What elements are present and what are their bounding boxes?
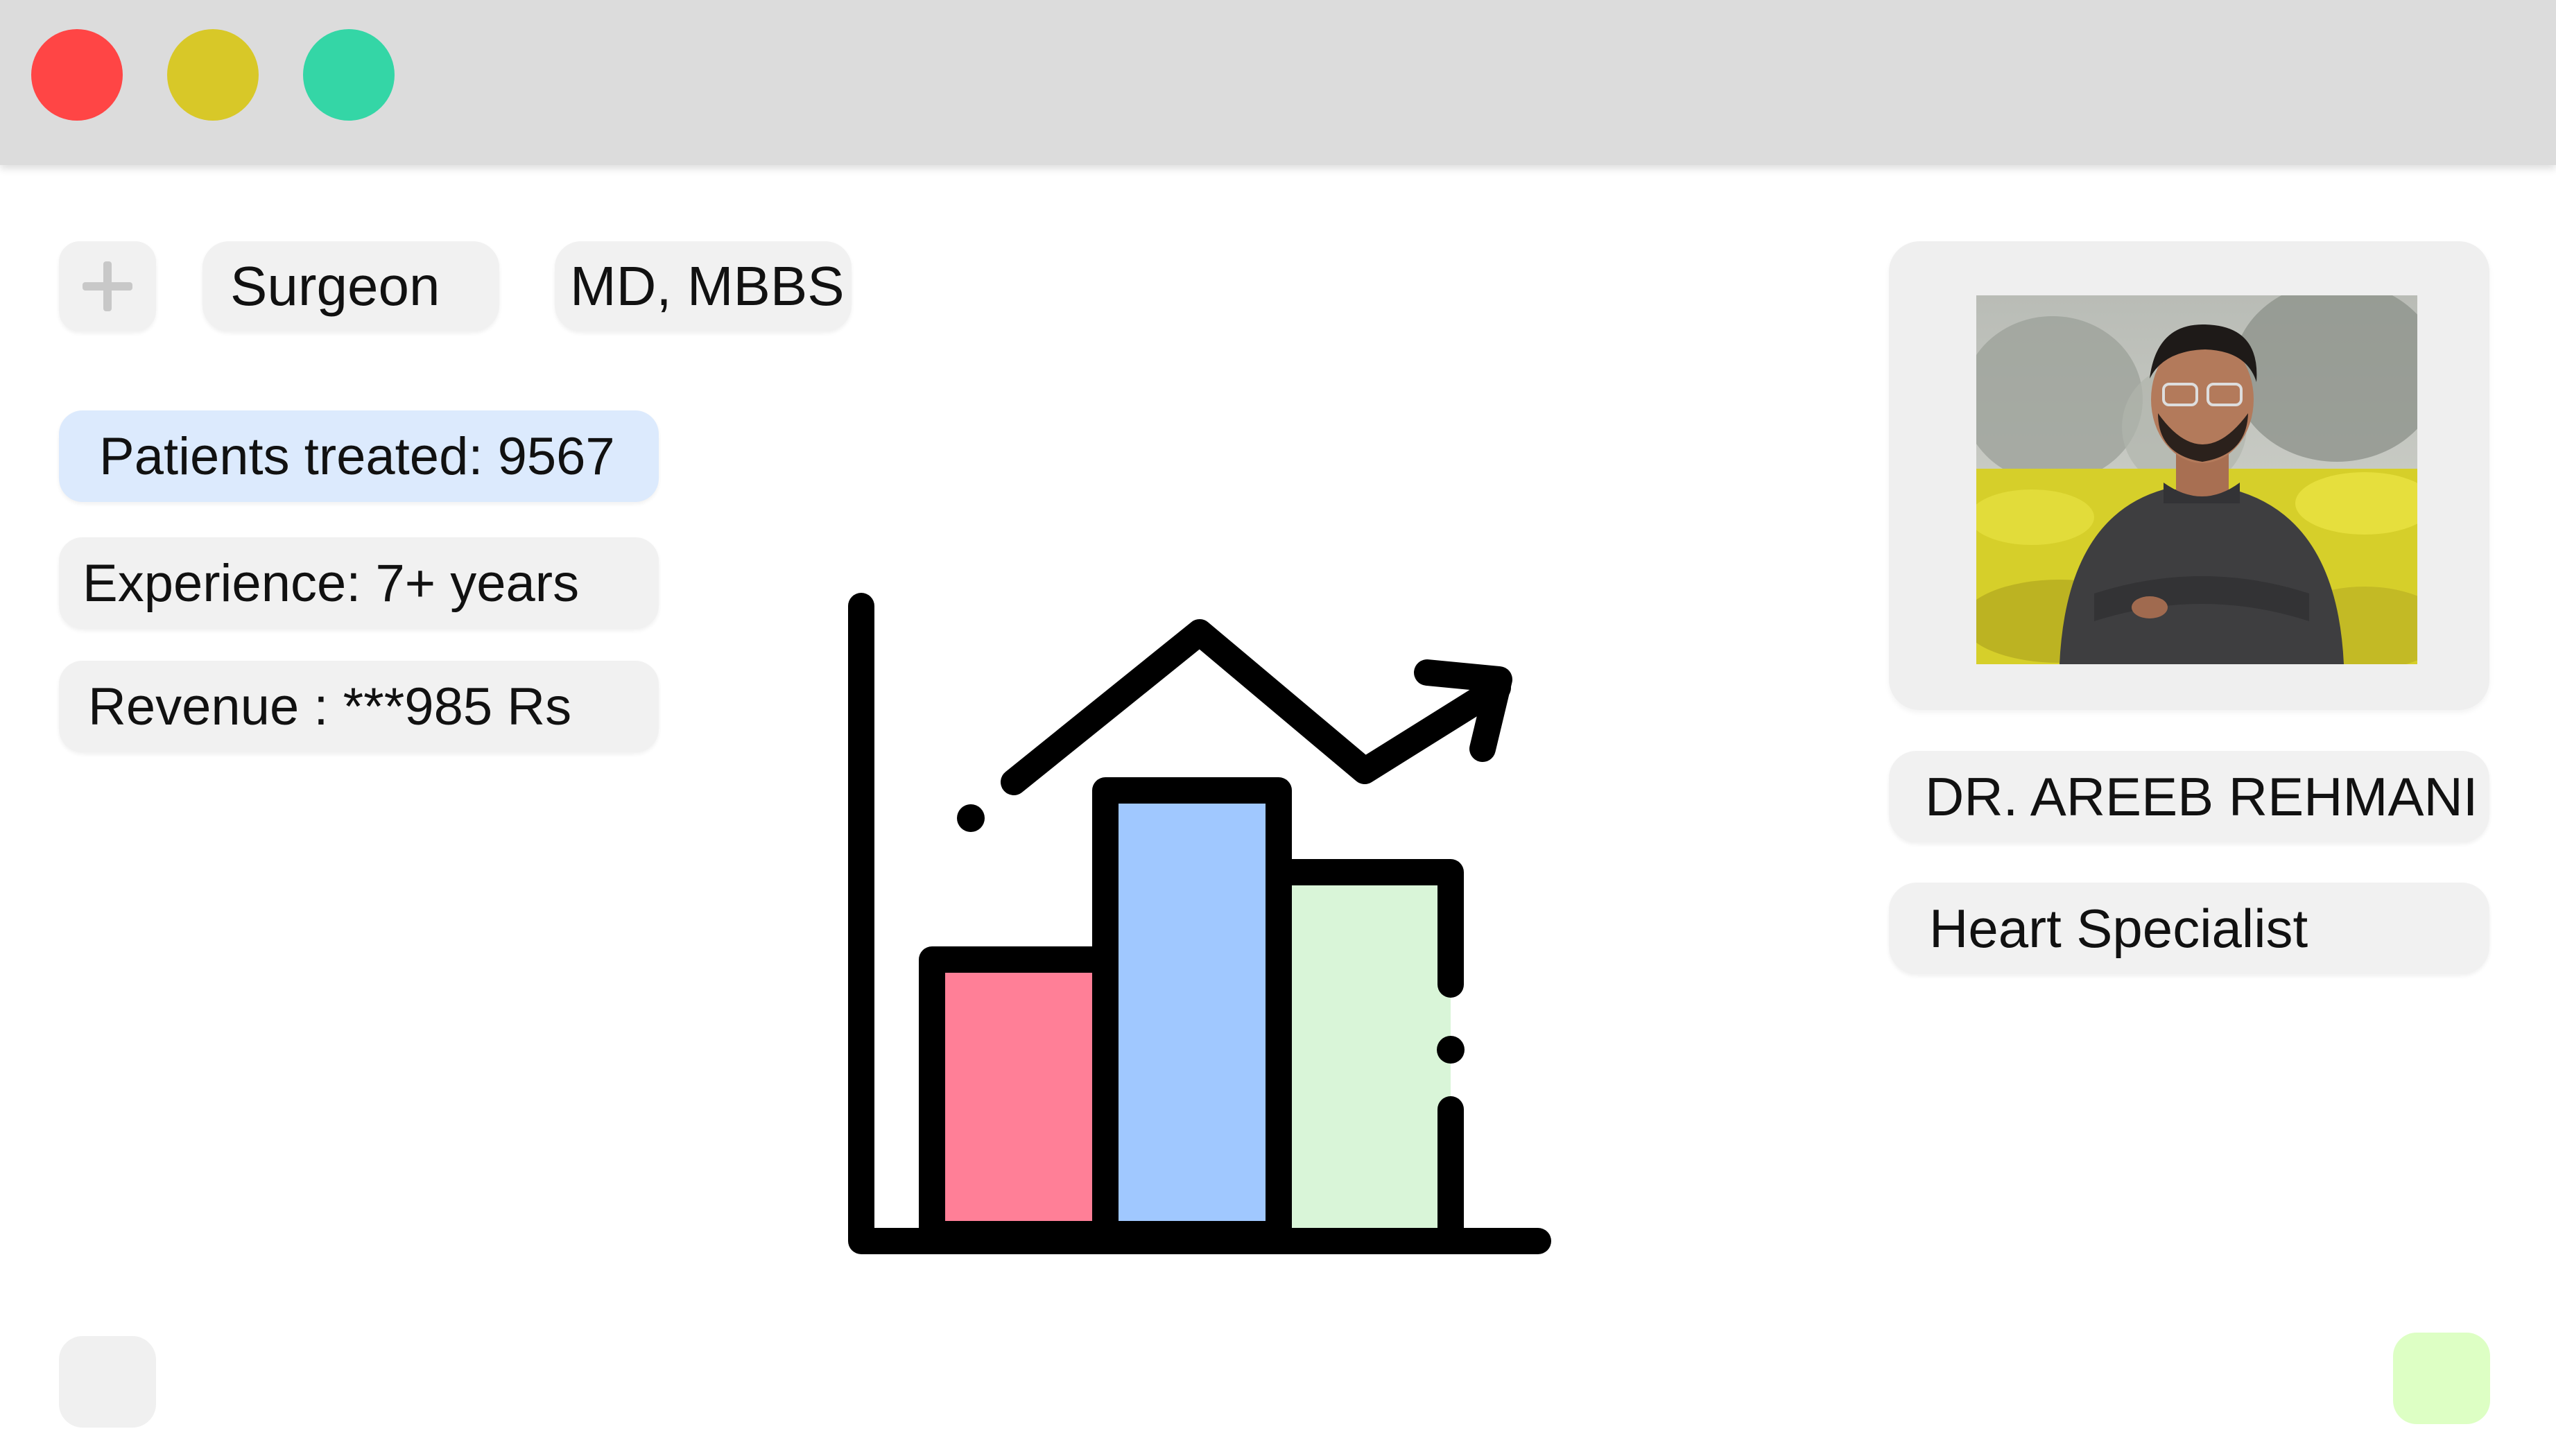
- illustration-bar-3-outline: [1266, 859, 1464, 1247]
- specialty-chip: Heart Specialist: [1889, 883, 2489, 974]
- minimize-window-button[interactable]: [167, 29, 259, 121]
- role-tag-label: Surgeon: [230, 255, 440, 317]
- revenue-stat: Revenue : ***985 Rs: [59, 661, 659, 752]
- profile-photo-card: [1889, 241, 2489, 710]
- growth-chart-icon: [848, 593, 1551, 1254]
- plus-icon: [83, 261, 132, 311]
- illustration-dot-left: [957, 804, 985, 832]
- experience-label: Experience: 7+ years: [83, 553, 580, 613]
- doctor-name-chip: DR. AREEB REHMANI: [1889, 751, 2489, 842]
- bottom-right-button[interactable]: [2393, 1333, 2490, 1424]
- doctor-name: DR. AREEB REHMANI: [1925, 765, 2478, 827]
- illustration-bar-3: [1279, 872, 1451, 1234]
- bottom-left-button[interactable]: [59, 1336, 156, 1428]
- doctor-photo: [1976, 295, 2417, 664]
- revenue-label: Revenue : ***985 Rs: [88, 677, 572, 736]
- close-window-button[interactable]: [31, 29, 123, 121]
- degree-tag[interactable]: MD, MBBS: [555, 241, 852, 331]
- experience-stat: Experience: 7+ years: [59, 537, 659, 629]
- degree-tag-label: MD, MBBS: [570, 255, 845, 317]
- patients-treated-label: Patients treated: 9567: [99, 426, 615, 486]
- window-titlebar: [0, 0, 2556, 165]
- illustration-bar-2: [1092, 777, 1292, 1247]
- illustration-axes: [848, 593, 1551, 1254]
- patients-treated-stat: Patients treated: 9567: [59, 410, 659, 502]
- add-tag-button[interactable]: [59, 241, 156, 331]
- illustration-bar-1: [919, 946, 1119, 1247]
- illustration-dot-right: [1437, 1036, 1465, 1064]
- maximize-window-button[interactable]: [303, 29, 395, 121]
- role-tag[interactable]: Surgeon: [202, 241, 499, 331]
- doctor-specialty: Heart Specialist: [1929, 897, 2308, 959]
- illustration-trend-line: [1001, 619, 1511, 795]
- illustration-trend-arrowhead: [1414, 659, 1512, 762]
